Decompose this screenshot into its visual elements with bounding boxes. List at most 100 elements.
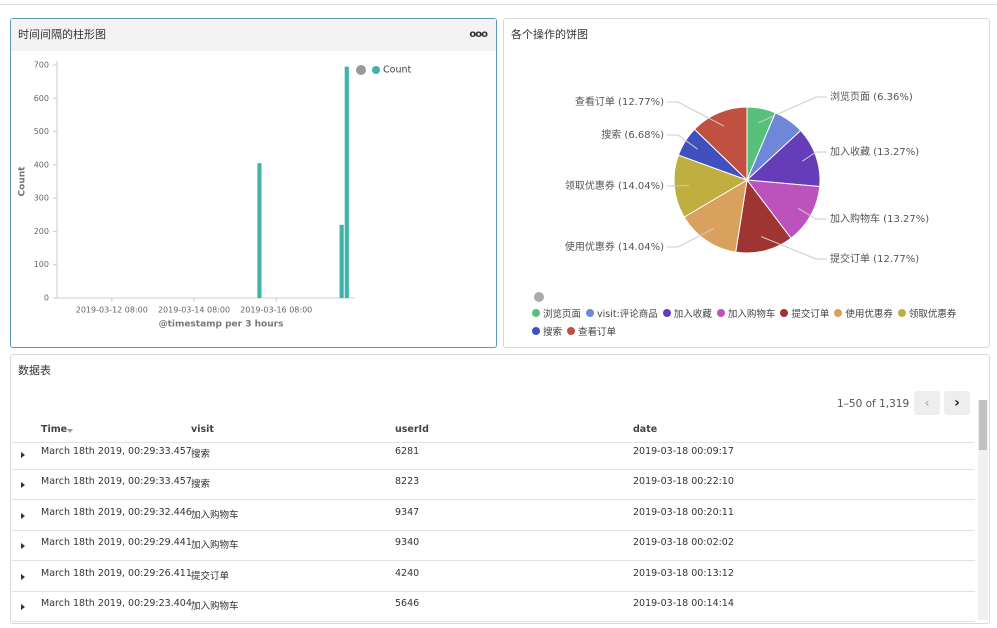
legend-item: 使用优惠券 xyxy=(834,306,893,320)
table-cell: 6281 xyxy=(395,446,420,457)
column-header: Time xyxy=(41,424,68,435)
legend-swatch xyxy=(716,309,725,317)
panel-title: 时间间隔的柱形图 xyxy=(18,28,106,41)
expand-toggle[interactable] xyxy=(21,574,25,580)
row-line xyxy=(12,591,975,592)
table-cell: 5646 xyxy=(395,598,420,609)
legend-label: 查看订单 xyxy=(578,327,617,338)
label-leader xyxy=(802,151,827,162)
panel-title: 数据表 xyxy=(18,364,51,377)
slice-label: 提交订单 (12.77%) xyxy=(830,252,919,265)
legend-item: visit:评论商品 xyxy=(586,306,658,320)
legend-item: 加入收藏 xyxy=(662,306,712,320)
expand-toggle[interactable] xyxy=(21,604,25,610)
menu-icon[interactable]: ooo xyxy=(469,29,488,40)
column-header: userId xyxy=(395,424,429,435)
legend-label: 使用优惠券 xyxy=(845,309,893,320)
panel-title: 各个操作的饼图 xyxy=(511,28,588,41)
slice-label: 查看订单 (12.77%) xyxy=(575,95,664,108)
pie-slice xyxy=(693,106,748,182)
table-cell: 搜索 xyxy=(191,479,211,490)
label-leader xyxy=(667,184,689,187)
legend-label: 领取优惠券 xyxy=(908,309,957,320)
table-cell: 2019-03-18 00:14:14 xyxy=(633,598,734,609)
legend-swatch xyxy=(532,309,540,317)
panel-header xyxy=(11,19,496,51)
slice-label: 加入购物车 (13.27%) xyxy=(830,212,929,225)
table-cell: March 18th 2019, 00:29:23.404 xyxy=(41,598,192,609)
legend-item: 搜索 xyxy=(532,324,562,338)
legend-label: Count xyxy=(383,65,411,76)
expand-toggle[interactable] xyxy=(21,543,25,549)
x-tick-label: 2019-03-16 08:00 xyxy=(240,306,312,315)
table-cell: March 18th 2019, 00:29:26.411 xyxy=(41,568,192,579)
legend-swatch xyxy=(834,309,843,317)
table-cell: 2019-03-18 00:02:02 xyxy=(633,537,734,548)
table-cell: 4240 xyxy=(395,568,420,579)
legend-label: 加入购物车 xyxy=(727,309,776,320)
legend-label: 提交订单 xyxy=(791,309,830,320)
y-tick-label: 600 xyxy=(34,94,49,103)
slice-label: 搜索 (6.68%) xyxy=(601,128,664,141)
bar xyxy=(344,66,349,299)
legend-swatch xyxy=(567,327,576,335)
table-cell: 2019-03-18 00:13:12 xyxy=(633,568,734,579)
row-line xyxy=(12,560,975,561)
legend-item: 加入购物车 xyxy=(716,306,776,320)
label-leader xyxy=(667,227,715,248)
table-cell: March 18th 2019, 00:29:33.457 xyxy=(41,446,192,457)
y-tick-label: 200 xyxy=(34,227,49,236)
prev-page[interactable]: ‹ xyxy=(914,391,940,415)
table-cell: March 18th 2019, 00:29:33.457 xyxy=(41,476,192,487)
top-border xyxy=(0,4,997,5)
table-cell: 9340 xyxy=(395,537,420,548)
y-tick-label: 300 xyxy=(34,194,49,203)
slice-label: 加入收藏 (13.27%) xyxy=(830,145,919,158)
expand-toggle[interactable] xyxy=(21,452,25,458)
bar xyxy=(339,224,344,298)
pie-slice xyxy=(745,129,821,188)
bar-panel: 时间间隔的柱形图 ooo xyxy=(10,18,497,348)
slice-label: 使用优惠券 (14.04%) xyxy=(565,240,664,253)
row-line xyxy=(12,469,975,470)
table-cell: 8223 xyxy=(395,476,420,487)
bar xyxy=(257,163,262,298)
table-cell: 2019-03-18 00:20:11 xyxy=(633,507,734,518)
legend-collapse[interactable] xyxy=(356,65,366,75)
legend-collapse[interactable] xyxy=(534,292,544,302)
label-leader xyxy=(667,101,725,127)
slice-label: 浏览页面 (6.36%) xyxy=(830,90,913,103)
scrollbar[interactable] xyxy=(978,400,988,620)
pie-legend: 浏览页面 visit:评论商品 加入收藏 加入购物车 提交订单 使用优惠券 领取优惠券 搜索 查… xyxy=(532,306,972,338)
legend-swatch xyxy=(586,309,595,317)
y-tick-label: 500 xyxy=(34,127,49,136)
column-header: visit xyxy=(191,424,214,435)
row-line xyxy=(12,621,975,622)
legend-item: 提交订单 xyxy=(780,306,829,320)
pagination: 1–50 of 1,319 xyxy=(837,398,910,410)
legend-swatch xyxy=(897,309,906,317)
legend-label: visit:评论商品 xyxy=(597,309,658,320)
legend-swatch xyxy=(662,309,671,317)
legend-label: 加入收藏 xyxy=(673,309,712,320)
next-page[interactable]: › xyxy=(944,391,970,415)
y-tick-label: 700 xyxy=(34,61,49,70)
label-leader xyxy=(761,236,827,260)
expand-toggle[interactable] xyxy=(21,513,25,519)
table-cell: 加入购物车 xyxy=(191,540,239,551)
pie-slice xyxy=(735,178,792,254)
x-tick-label: 2019-03-14 08:00 xyxy=(158,306,230,315)
legend-item: 领取优惠券 xyxy=(897,306,957,320)
y-tick-label: 100 xyxy=(34,260,49,269)
slice-label: 领取优惠券 (14.04%) xyxy=(565,179,664,192)
pie-slice xyxy=(673,154,749,218)
row-line xyxy=(12,499,975,500)
table-panel: 数据表 xyxy=(10,354,990,624)
table-cell: March 18th 2019, 00:29:29.441 xyxy=(41,537,192,548)
legend-swatch xyxy=(780,309,789,317)
table-cell: 9347 xyxy=(395,507,420,518)
y-tick-label: 0 xyxy=(44,294,49,303)
expand-toggle[interactable] xyxy=(21,482,25,488)
